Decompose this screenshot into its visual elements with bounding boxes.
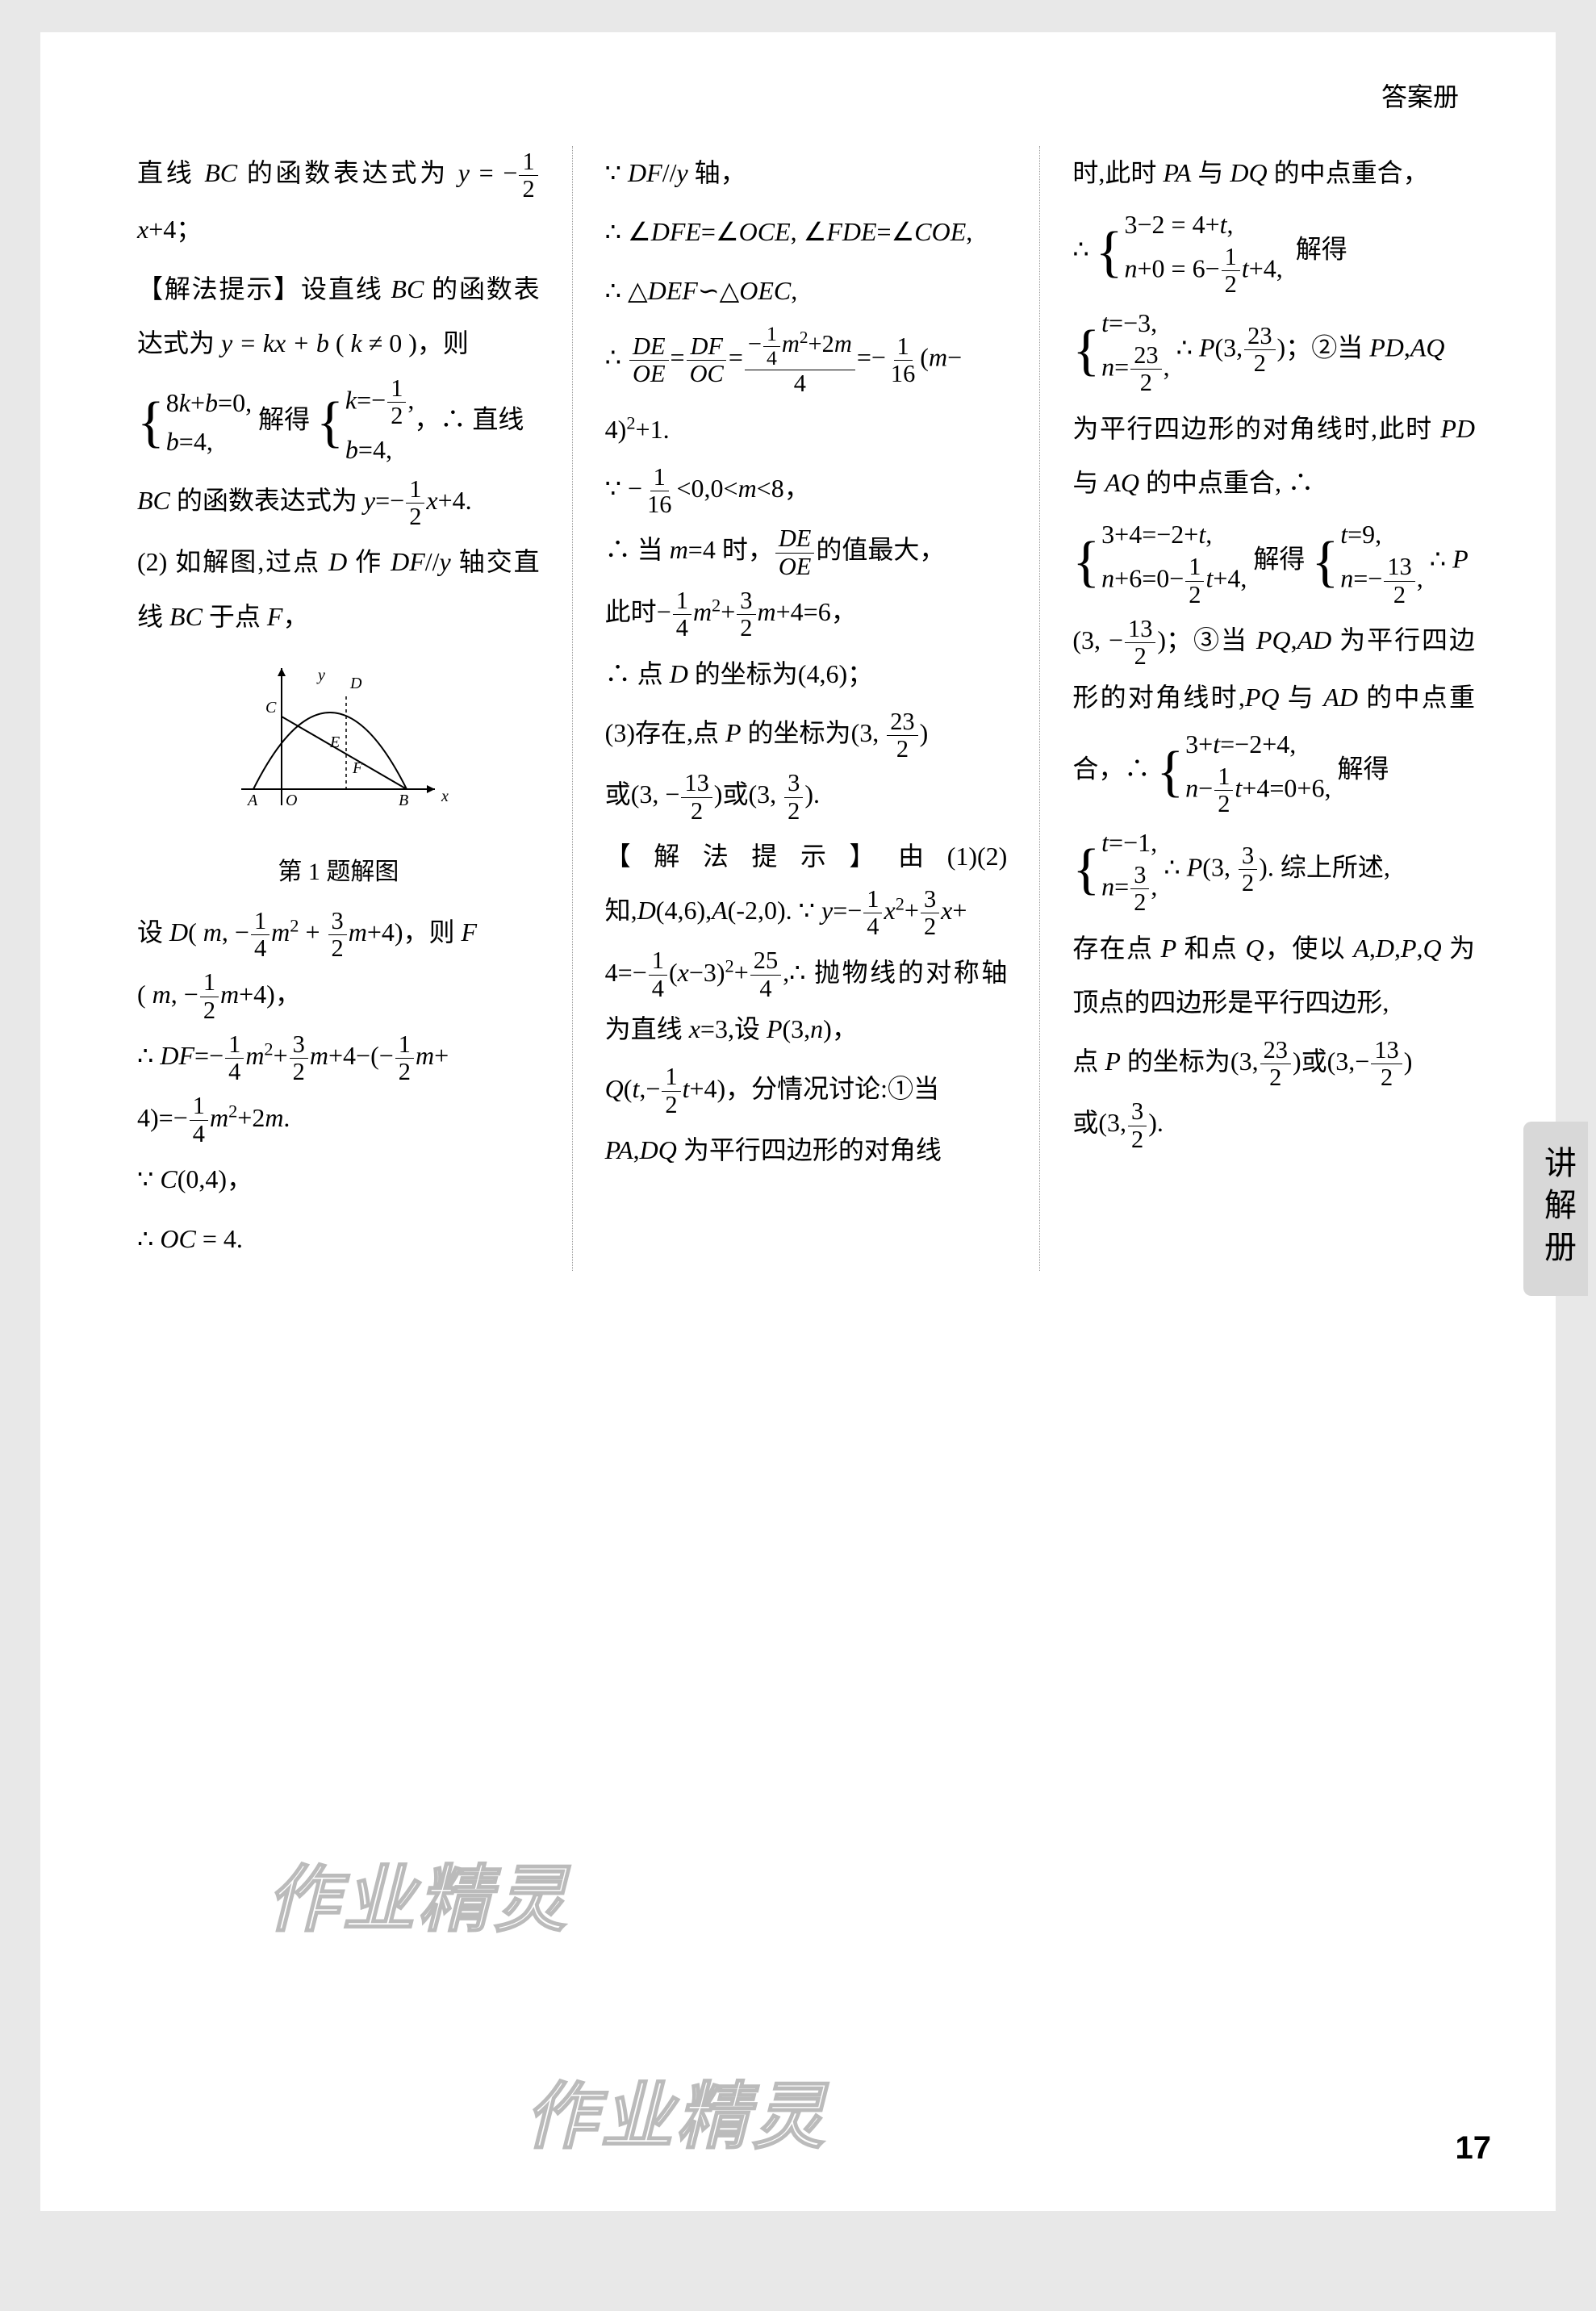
c1-p8: ∴ DF=−14m2+32m+4−(−12m+	[137, 1029, 540, 1086]
page: 答案册 直线 BC 的函数表达式为 y = −12x+4； 【解法提示】设直线 …	[40, 32, 1556, 2211]
column-1: 直线 BC 的函数表达式为 y = −12x+4； 【解法提示】设直线 BC 的…	[137, 146, 573, 1271]
c2-p7: 此时−14m2+32m+4=6，	[605, 585, 1008, 642]
c1-p10: ∴ OC = 4.	[137, 1212, 540, 1266]
c1-p5: (2) 如解图,过点 D 作 DF//y 轴交直线 BC 于点 F，	[137, 535, 540, 643]
c3-p3: {t=−3,n=232, ∴ P(3,232)；②当 PD,AQ	[1072, 303, 1475, 397]
c2-p5: ∵ −116<0,0<m<8，	[605, 462, 1008, 519]
c2-p10: 或(3, −132)或(3, 32).	[605, 767, 1008, 825]
svg-text:F: F	[352, 759, 363, 777]
svg-text:C: C	[265, 699, 277, 717]
c2-p12: 4=−14(x−3)2+254,∴ 抛物线的对称轴为直线 x=3,设 P(3,n…	[605, 946, 1008, 1057]
c3-p4: 为平行四边形的对角线时,此时 PD 与 AQ 的中点重合, ∴	[1072, 402, 1475, 510]
c3-p8: {t=−1,n=32, ∴ P(3, 32). 综上所述,	[1072, 823, 1475, 917]
c1-p9: ∵ C(0,4)，	[137, 1152, 540, 1206]
c3-p11: 或(3,32).	[1072, 1096, 1475, 1153]
svg-text:O: O	[286, 792, 297, 809]
c2-p14: PA,DQ 为平行四边形的对角线	[605, 1123, 1008, 1177]
c2-hint: 【解法提示】由(1)(2)知,D(4,6),A(-2,0). ∵ y=−14x2…	[605, 830, 1008, 941]
svg-text:D: D	[349, 675, 362, 692]
c3-p6: (3, −132)；③当 PQ,AD 为平行四边形的对角线时,PQ 与 AD 的…	[1072, 613, 1475, 818]
c1-p4: BC 的函数表达式为 y=−12x+4.	[137, 474, 540, 531]
c3-p1: 时,此时 PA 与 DQ 的中点重合，	[1072, 146, 1475, 200]
c3-p10: 点 P 的坐标为(3,232)或(3,−132)	[1072, 1034, 1475, 1092]
svg-text:y: y	[316, 667, 325, 684]
column-2: ∵ DF//y 轴， ∴ ∠DFE=∠OCE, ∠FDE=∠COE, ∴ △DE…	[605, 146, 1041, 1271]
c2-p4b: 4)2+1.	[605, 403, 1008, 457]
c3-p2: ∴ {3−2 = 4+t,n+0 = 6−12t+4, 解得	[1072, 205, 1475, 299]
c2-p9: (3)存在,点 P 的坐标为(3, 232)	[605, 706, 1008, 763]
c2-p1: ∵ DF//y 轴，	[605, 146, 1008, 200]
c2-p13: Q(t,−12t+4)，分情况讨论:①当	[605, 1062, 1008, 1119]
c1-hint: 【解法提示】设直线 BC 的函数表达式为 y = kx + b ( k ≠ 0 …	[137, 262, 540, 370]
diagram: y x D C E F A O B 第 1 题解图	[137, 660, 540, 897]
svg-text:x: x	[441, 788, 449, 805]
page-header: 答案册	[137, 73, 1491, 122]
c2-p2: ∴ ∠DFE=∠OCE, ∠FDE=∠COE,	[605, 205, 1008, 259]
c3-p5: {3+4=−2+t,n+6=0−12t+4, 解得 {t=9,n=−132, ∴…	[1072, 515, 1475, 608]
page-number: 17	[1456, 2117, 1492, 2179]
c2-p6: ∴ 当 m=4 时，DEOE的值最大，	[605, 523, 1008, 580]
c3-p9: 存在点 P 和点 Q，使以 A,D,P,Q 为顶点的四边形是平行四边形,	[1072, 921, 1475, 1030]
c1-p6: 设 D( m, −14m2 + 32m+4)，则 F	[137, 905, 540, 963]
side-tab: 讲解册	[1523, 1122, 1588, 1296]
c1-p8b: 4)=−14m2+2m.	[137, 1091, 540, 1148]
c2-p4: ∴ DEOE=DFOC=−14m2+2m4=−116(m−	[605, 323, 1008, 397]
svg-text:A: A	[246, 792, 258, 809]
c2-p3: ∴ △DEF∽△OEC,	[605, 264, 1008, 318]
c1-p1: 直线 BC 的函数表达式为 y = −12x+4；	[137, 146, 540, 257]
diagram-caption: 第 1 题解图	[137, 846, 540, 897]
parabola-diagram: y x D C E F A O B	[225, 660, 451, 821]
watermark-1: 作业精灵	[266, 1832, 570, 1970]
column-3: 时,此时 PA 与 DQ 的中点重合， ∴ {3−2 = 4+t,n+0 = 6…	[1072, 146, 1491, 1271]
c1-p3: {8k+b=0,b=4, 解得 {k=−12,b=4,，∴ 直线	[137, 375, 540, 469]
c1-p7: ( m, −12m+4)，	[137, 967, 540, 1025]
svg-text:E: E	[329, 733, 340, 751]
c2-p8: ∴ 点 D 的坐标为(4,6)；	[605, 647, 1008, 701]
watermark-2: 作业精灵	[524, 2049, 828, 2187]
content-columns: 直线 BC 的函数表达式为 y = −12x+4； 【解法提示】设直线 BC 的…	[137, 146, 1491, 1271]
svg-text:B: B	[399, 792, 408, 809]
